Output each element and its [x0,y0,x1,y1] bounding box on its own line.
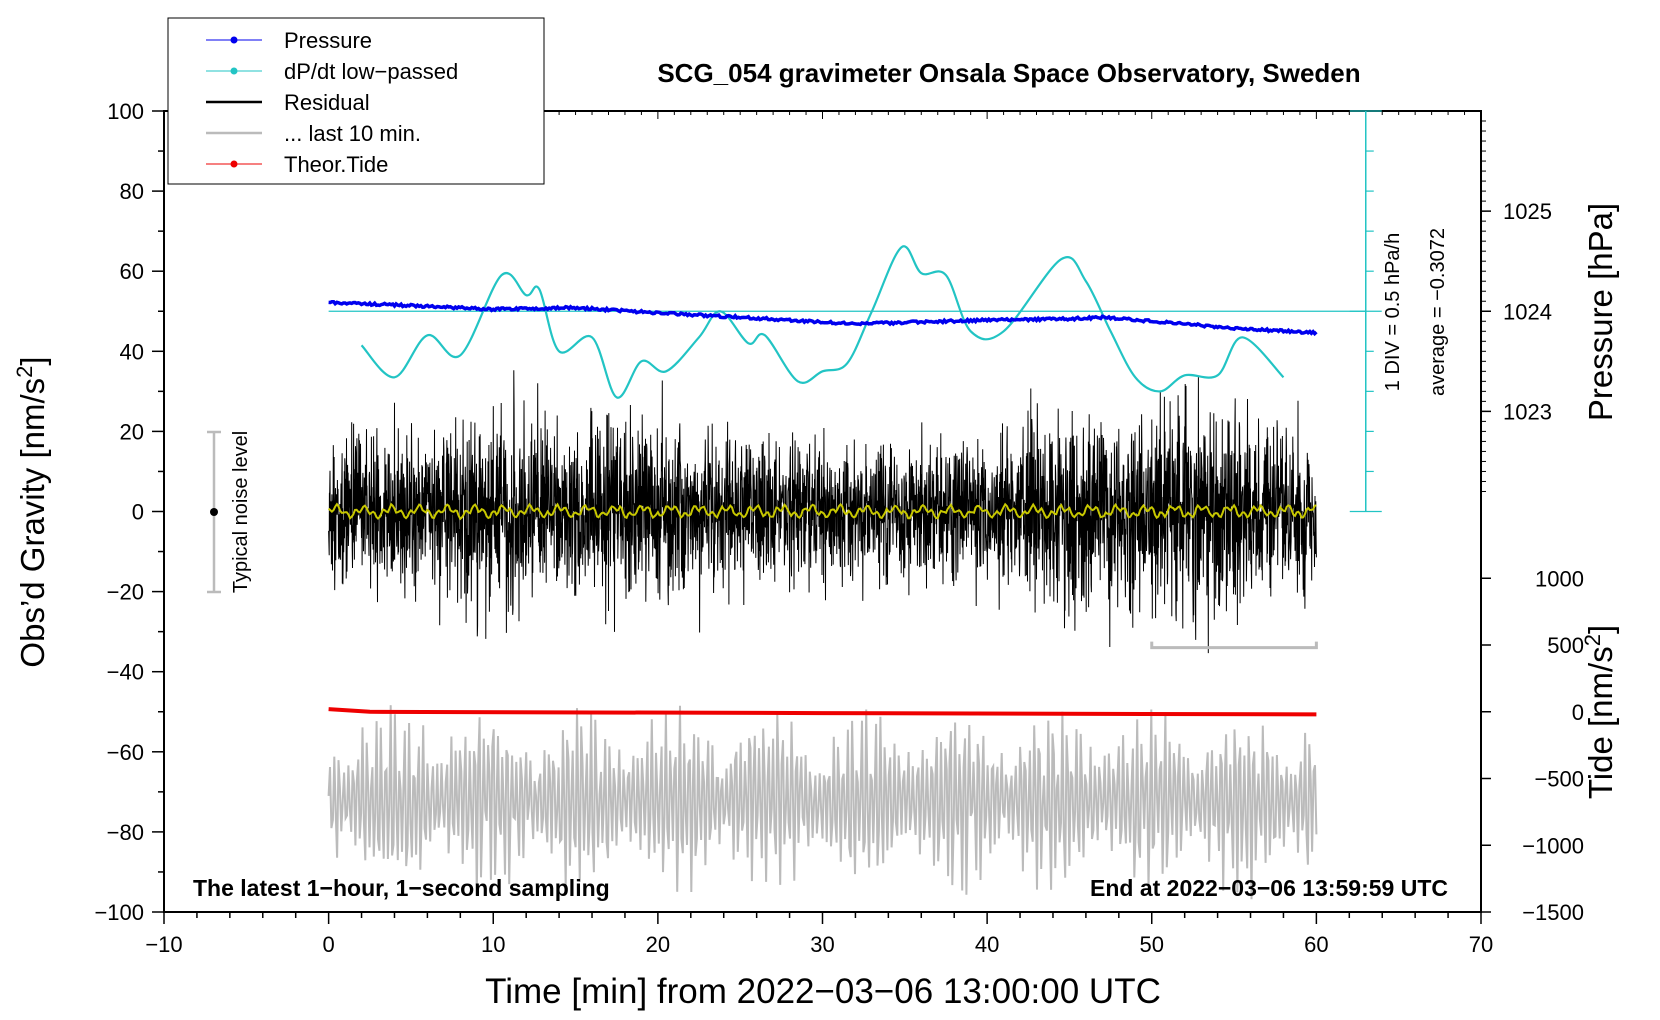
y-tick-label: −100 [94,900,144,925]
y-tick-label: −20 [107,580,144,605]
legend-label: Residual [284,90,370,115]
legend-label: Pressure [284,28,372,53]
y-tick-label: 0 [132,500,144,525]
x-tick-label: 0 [323,932,335,957]
x-tick-label: 40 [975,932,999,957]
legend-label: ... last 10 min. [284,121,421,146]
y-axis-gravity: −100 −80 −60 −40 −20 0 20 40 60 80 100 [94,99,164,925]
tide-tick-label: −500 [1534,767,1584,792]
tide-tick-label: 500 [1547,633,1584,658]
series-theor-tide [328,707,1317,717]
y-axis-label-pressure: Pressure [hPa] [1582,203,1619,421]
series-last-10-min [327,705,1318,900]
tide-tick-label: −1000 [1522,833,1584,858]
tide-tick-label: 1000 [1535,566,1584,591]
bottom-left-note: The latest 1−hour, 1−second sampling [193,875,610,901]
bottom-right-note: End at 2022−03−06 13:59:59 UTC [1090,875,1448,901]
y-tick-label: −80 [107,820,144,845]
average-label: average = −0.3072 [1427,228,1449,396]
tide-tick-label: 0 [1572,700,1584,725]
last-10-min-bracket [1150,641,1318,650]
y-axis-tide: −1500 −1000 −500 0 500 1000 [1481,566,1584,925]
x-axis-label: Time [min] from 2022−03−06 13:00:00 UTC [485,972,1161,1011]
y-tick-label: 100 [107,99,144,124]
legend-marker [230,36,238,44]
x-tick-label: 20 [646,932,670,957]
x-tick-label: −10 [145,932,182,957]
div-label: 1 DIV = 0.5 hPa/h [1382,233,1404,391]
y-tick-label: −40 [107,660,144,685]
series-dpdt [360,245,1285,399]
x-tick-label: 70 [1469,932,1493,957]
noise-level-label: Typical noise level [230,431,252,593]
y-tick-label: 40 [120,339,144,364]
legend-marker [230,67,238,75]
series-residual [328,370,1317,654]
y-tick-label: 20 [120,419,144,444]
pressure-tick-label: 1023 [1503,399,1552,424]
legend-label: dP/dt low−passed [284,59,458,84]
y-axis-label-tide: Tide [nm/s2] [1580,625,1619,799]
x-tick-label: 10 [481,932,505,957]
legend-label: Theor.Tide [284,152,388,177]
pressure-tick-label: 1024 [1503,299,1552,324]
series-pressure [328,299,1318,337]
x-axis: −10 0 10 20 30 40 50 60 70 [145,912,1493,957]
series-layer [327,245,1366,900]
x-tick-label: 30 [810,932,834,957]
series-residual-smoothed [327,502,1317,521]
noise-level-indicator: Typical noise level [207,430,252,594]
legend: Pressure dP/dt low−passed Residual ... last… [167,17,545,185]
legend-marker [230,160,238,168]
tide-tick-label: −1500 [1522,900,1584,925]
y-tick-label: 80 [120,179,144,204]
y-axis-pressure: 1023 1024 1025 [1481,120,1552,492]
x-tick-label: 50 [1140,932,1164,957]
div-scale-bar [1349,110,1382,513]
pressure-tick-label: 1025 [1503,199,1552,224]
y-tick-label: −60 [107,740,144,765]
y-axis-label-gravity: Obs’d Gravity [nm/s2] [12,356,51,667]
chart-title: SCG_054 gravimeter Onsala Space Observat… [657,58,1360,88]
x-tick-label: 60 [1304,932,1328,957]
y-tick-label: 60 [120,259,144,284]
